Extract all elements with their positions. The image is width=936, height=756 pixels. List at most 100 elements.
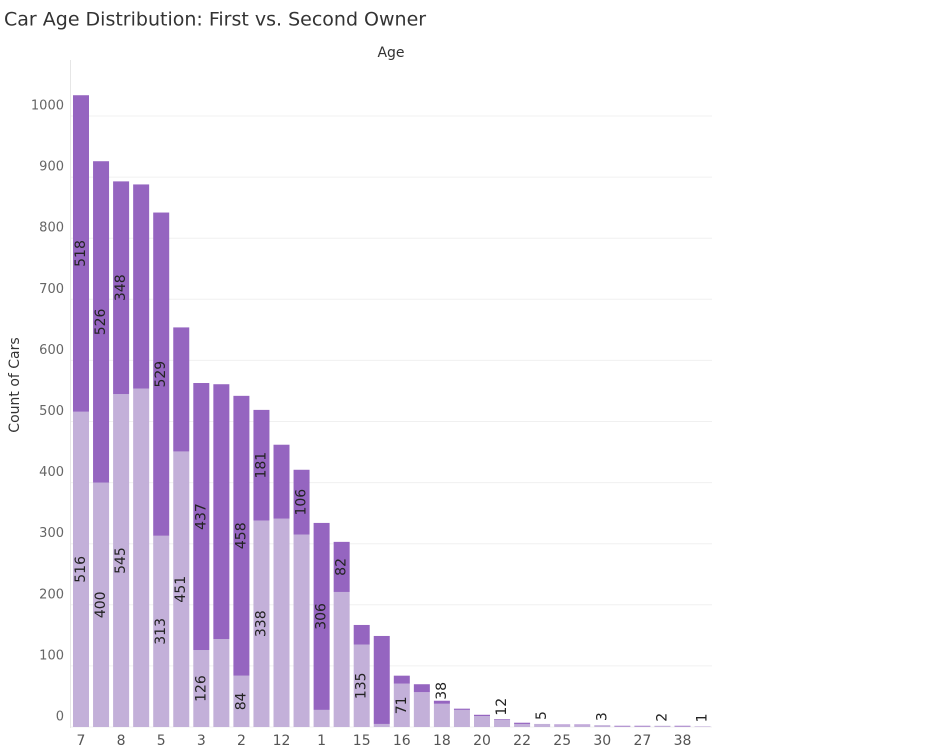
bar-segment xyxy=(353,624,370,645)
data-label: 12 xyxy=(494,698,510,716)
data-label: 338 xyxy=(253,610,269,637)
bar-segment xyxy=(73,411,89,727)
y-tick-label: 1000 xyxy=(31,99,64,114)
bar-segment xyxy=(353,644,370,727)
bar-segment xyxy=(413,692,430,727)
bar-segment xyxy=(534,723,551,727)
bar-segment xyxy=(253,409,270,521)
bar-segment xyxy=(293,534,310,727)
bar-segment xyxy=(453,709,470,727)
x-tick-label: 5 xyxy=(157,733,166,749)
y-tick-label: 300 xyxy=(39,526,64,541)
x-tick-label: 7 xyxy=(77,733,86,749)
bar-segment xyxy=(253,520,270,727)
bar-segment xyxy=(433,700,450,704)
bar-segment xyxy=(313,522,330,710)
bar-segment xyxy=(173,451,190,727)
data-label: 526 xyxy=(93,308,109,335)
x-tick-label: 20 xyxy=(473,733,491,749)
data-label: 82 xyxy=(334,558,350,576)
x-tick-label: 8 xyxy=(117,733,126,749)
x-tick-label: 1 xyxy=(317,733,326,749)
bar-segment xyxy=(614,726,631,727)
bar-segment xyxy=(413,684,430,693)
x-tick-label: 16 xyxy=(393,733,411,749)
data-label: 348 xyxy=(113,274,129,301)
bar-segment xyxy=(233,395,250,676)
bar-segment xyxy=(313,709,330,727)
chart-title: Car Age Distribution: First vs. Second O… xyxy=(4,9,426,31)
bar-segment xyxy=(333,591,350,727)
data-label: 1 xyxy=(695,713,711,722)
bar-segment xyxy=(574,724,591,726)
bar-segment xyxy=(153,212,170,536)
bar-segment xyxy=(393,675,410,684)
x-tick-label: 18 xyxy=(433,733,451,749)
data-label: 135 xyxy=(354,672,370,699)
y-tick-label: 700 xyxy=(39,282,64,297)
bar-segment xyxy=(93,161,110,483)
data-label: 458 xyxy=(233,522,249,549)
x-tick-label: 3 xyxy=(197,733,206,749)
bar-segment xyxy=(173,327,190,452)
data-label: 38 xyxy=(434,682,450,700)
x-tick-label: 25 xyxy=(553,733,571,749)
y-tick-label: 500 xyxy=(39,404,64,419)
x-header: Age xyxy=(377,45,404,61)
bar-segment xyxy=(193,650,210,727)
bar-segment xyxy=(393,683,410,727)
data-label: 306 xyxy=(314,603,330,630)
data-label: 545 xyxy=(113,547,129,574)
y-axis-label: Count of Cars xyxy=(7,337,23,432)
bar-segment xyxy=(373,635,390,724)
bar-segment xyxy=(273,444,290,519)
bar-segment xyxy=(433,703,450,727)
y-tick-label: 400 xyxy=(39,465,64,480)
bar-segment xyxy=(634,725,651,727)
bar-segment xyxy=(594,725,611,727)
bar-segment xyxy=(113,394,130,727)
bar-segment xyxy=(554,724,571,726)
x-tick-label: 2 xyxy=(237,733,246,749)
bar-segment xyxy=(73,95,89,412)
x-tick-label: 12 xyxy=(273,733,291,749)
bar-segment xyxy=(133,388,150,727)
bar-segment xyxy=(213,639,230,727)
bar-segment xyxy=(634,726,651,727)
bar-segment xyxy=(614,725,631,727)
bar-segment xyxy=(213,384,230,640)
bar-segment xyxy=(654,725,671,727)
y-tick-label: 800 xyxy=(39,221,64,236)
bar-segment xyxy=(494,719,511,727)
bar-segment xyxy=(694,726,711,727)
x-tick-label: 38 xyxy=(674,733,692,749)
y-tick-label: 100 xyxy=(39,648,64,663)
bar-segment xyxy=(373,723,390,727)
x-tick-label: 27 xyxy=(633,733,651,749)
data-label: 84 xyxy=(233,692,249,710)
data-label: 313 xyxy=(153,618,169,645)
data-label: 181 xyxy=(253,452,269,479)
bar-segment xyxy=(153,535,170,727)
bar-segment xyxy=(113,181,130,395)
bar-segment xyxy=(474,714,490,717)
data-label: 400 xyxy=(93,591,109,618)
data-label: 5 xyxy=(534,711,550,720)
bar-segment xyxy=(453,708,470,710)
bar-segment xyxy=(133,184,150,389)
data-label: 3 xyxy=(594,712,610,721)
x-tick-label: 22 xyxy=(513,733,531,749)
y-tick-label: 600 xyxy=(39,343,64,358)
data-label: 451 xyxy=(173,576,189,603)
bar-segment xyxy=(233,675,250,727)
bar-segment xyxy=(273,518,290,727)
bar-segment xyxy=(494,719,511,720)
data-label: 126 xyxy=(193,675,209,702)
data-label: 71 xyxy=(394,696,410,714)
bar-segment xyxy=(193,383,210,651)
data-label: 437 xyxy=(193,503,209,530)
x-tick-label: 30 xyxy=(593,733,611,749)
bar-segment xyxy=(514,723,531,727)
bar-segment xyxy=(574,725,591,727)
